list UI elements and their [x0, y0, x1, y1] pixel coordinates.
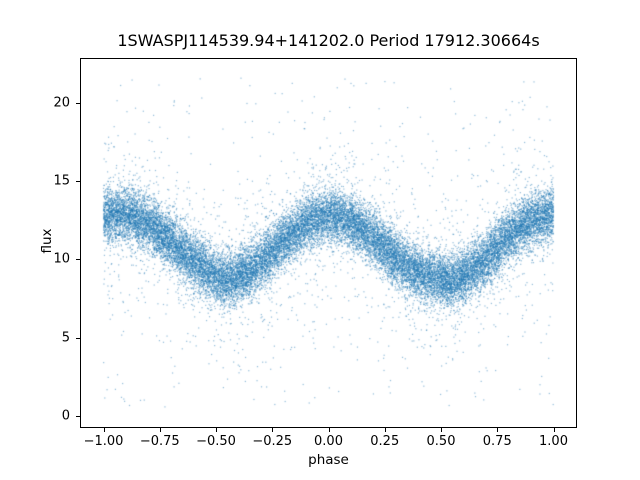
y-tick-label: 10 — [53, 251, 70, 267]
x-tick-mark — [328, 428, 330, 432]
x-tick-mark — [103, 428, 105, 432]
y-tick-label: 15 — [53, 173, 70, 189]
x-tick-mark — [441, 428, 442, 432]
y-tick-label: 5 — [61, 330, 70, 346]
x-tick-mark — [384, 428, 386, 432]
y-tick-mark — [76, 102, 80, 104]
scatter-points-canvas — [81, 59, 576, 427]
x-tick-mark — [159, 428, 161, 432]
y-tick-mark — [76, 259, 80, 261]
y-tick-label: 20 — [53, 95, 70, 111]
x-tick-label: 0.50 — [426, 434, 456, 449]
y-tick-mark — [76, 416, 80, 418]
x-tick-label: 0.25 — [370, 434, 400, 449]
x-tick-label: −1.00 — [83, 434, 124, 449]
x-tick-mark — [497, 428, 499, 432]
x-tick-mark — [216, 428, 217, 432]
x-tick-label: −0.25 — [252, 434, 293, 449]
x-tick-mark — [553, 428, 555, 432]
y-tick-mark — [76, 181, 80, 183]
x-tick-label: −0.75 — [139, 434, 180, 449]
y-tick-label: 0 — [61, 408, 70, 424]
x-tick-mark — [272, 428, 274, 432]
chart-title: 1SWASPJ114539.94+141202.0 Period 17912.3… — [117, 31, 540, 50]
x-tick-label: −0.50 — [196, 434, 236, 449]
x-axis-label: phase — [308, 452, 349, 468]
y-tick-mark — [76, 337, 80, 339]
x-tick-label: 1.00 — [539, 434, 568, 449]
plot-area — [80, 58, 577, 428]
x-tick-label: 0.75 — [482, 434, 512, 449]
x-tick-label: 0.00 — [314, 434, 343, 449]
